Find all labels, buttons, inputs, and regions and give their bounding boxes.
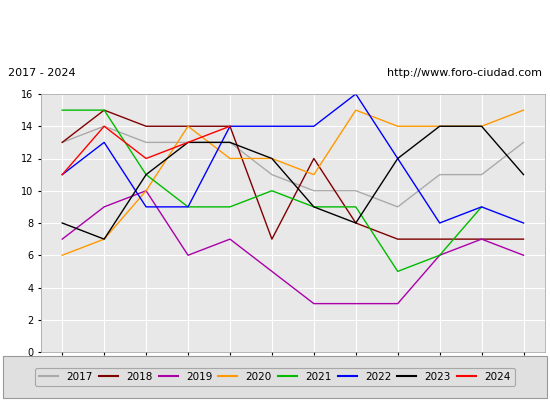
Text: Evolucion del paro registrado en Gobernador: Evolucion del paro registrado en Goberna… (103, 21, 447, 36)
Legend: 2017, 2018, 2019, 2020, 2021, 2022, 2023, 2024: 2017, 2018, 2019, 2020, 2021, 2022, 2023… (35, 368, 515, 386)
Text: 2017 - 2024: 2017 - 2024 (8, 68, 76, 78)
FancyBboxPatch shape (3, 356, 547, 398)
Text: http://www.foro-ciudad.com: http://www.foro-ciudad.com (387, 68, 542, 78)
